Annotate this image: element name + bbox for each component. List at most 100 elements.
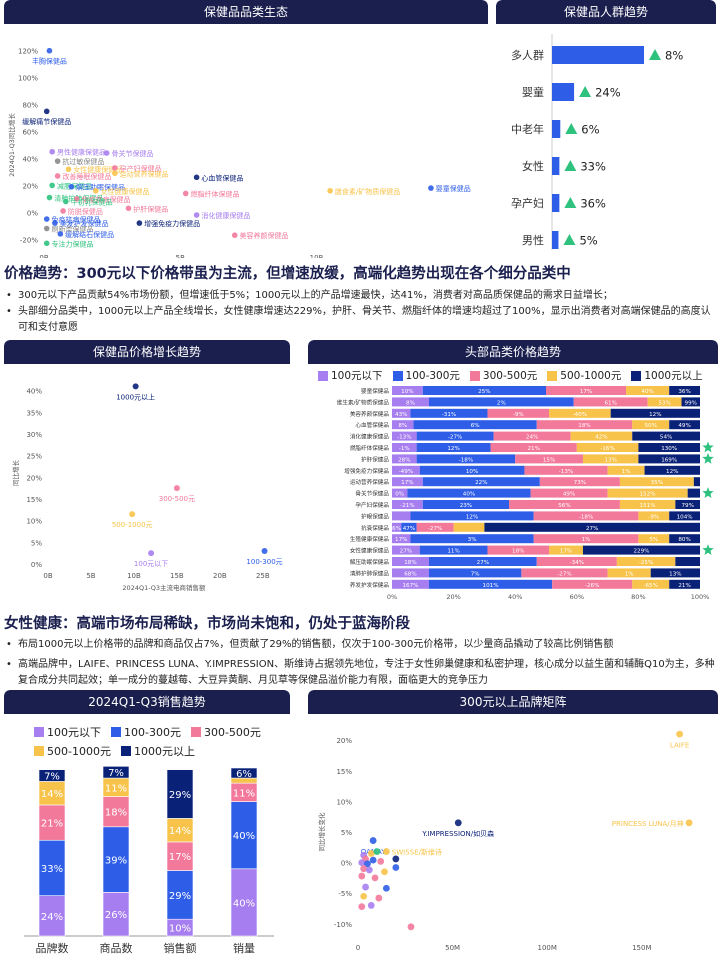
up-arrow-icon bbox=[563, 234, 576, 245]
brand-matrix-title: 300元以上品牌矩阵 bbox=[308, 690, 718, 714]
bar-segment bbox=[638, 454, 700, 464]
bar-segment bbox=[619, 477, 694, 487]
growth-label: 6% bbox=[581, 123, 599, 137]
segment-label: 169% bbox=[661, 457, 677, 463]
category-label: 多人群 bbox=[511, 48, 544, 62]
category-label: 运动营养保健品 bbox=[350, 478, 390, 486]
segment-label: 68% bbox=[404, 571, 416, 577]
bar-segment bbox=[422, 477, 540, 487]
section1-bullets: 300元以下产品贡献54%市场份额，但增速低于5%；1000元以上的产品增速最快… bbox=[4, 288, 716, 336]
x-tick-label: 10B bbox=[310, 254, 324, 258]
y-tick-label: 20% bbox=[22, 182, 38, 190]
bar bbox=[552, 83, 575, 101]
bar-segment bbox=[392, 511, 411, 521]
category-ecology-title: 保健品品类生态 bbox=[4, 0, 488, 24]
y-axis-label: 同比增长变化 bbox=[317, 812, 326, 852]
data-point bbox=[173, 485, 180, 492]
bar-segment bbox=[428, 557, 537, 566]
bar-segment bbox=[536, 420, 633, 430]
category-label: 清肺护肺保健品 bbox=[350, 569, 390, 577]
data-point bbox=[676, 730, 684, 738]
point-label: 增强免疫力保健品 bbox=[144, 219, 200, 228]
category-label: 解压助眠保健品 bbox=[350, 558, 390, 566]
segment-label: -16% bbox=[600, 446, 614, 452]
bar-segment bbox=[493, 431, 571, 441]
bar-segment bbox=[490, 443, 577, 452]
bar-segment bbox=[681, 397, 700, 407]
point-label: 1000元以上 bbox=[116, 392, 155, 401]
legend-item: 100元以下 bbox=[34, 724, 101, 740]
bar-segment bbox=[539, 477, 620, 487]
up-arrow-icon bbox=[565, 123, 578, 134]
segment-label: -31% bbox=[442, 412, 456, 418]
x-tick-label: 15B bbox=[170, 572, 184, 580]
y-tick-label: 120% bbox=[18, 48, 38, 56]
data-point bbox=[43, 216, 50, 222]
x-tick-label: 20% bbox=[446, 593, 460, 601]
segment-label: 1% bbox=[582, 537, 591, 543]
point-label: 消化健康保健品 bbox=[201, 211, 250, 220]
bar-segment bbox=[102, 796, 130, 828]
data-point bbox=[454, 819, 462, 827]
point-label: LAIFE bbox=[670, 742, 689, 750]
segment-label: -34% bbox=[570, 560, 584, 566]
bar-segment bbox=[626, 386, 670, 395]
y-tick-label: 5% bbox=[341, 829, 352, 837]
point-label: 抗过敏保健品 bbox=[62, 157, 104, 166]
segment-label: 17% bbox=[169, 852, 191, 863]
category-label: 增强免疫力保健品 bbox=[344, 467, 389, 475]
bar-segment bbox=[416, 431, 494, 441]
y-tick-label: 20% bbox=[26, 474, 42, 482]
point-label: SWISSE/斯维诗 bbox=[392, 848, 442, 857]
bar-segment bbox=[392, 465, 420, 475]
point-label: 解压助眠保健品 bbox=[76, 183, 125, 192]
point-label: 美容养颜保健品 bbox=[240, 231, 289, 240]
segment-label: 17% bbox=[560, 549, 572, 555]
bar bbox=[552, 157, 560, 175]
bar-segment bbox=[549, 545, 583, 555]
bar bbox=[552, 46, 644, 64]
x-tick-label: 0 bbox=[356, 944, 360, 952]
point-label: 膳食素/矿物质保健品 bbox=[335, 187, 400, 196]
bar-segment bbox=[533, 534, 639, 544]
legend-item: 500-1000元 bbox=[547, 368, 621, 383]
bar-segment bbox=[230, 801, 258, 870]
data-point bbox=[57, 231, 64, 237]
legend-item: 100-300元 bbox=[111, 724, 181, 740]
segment-label: 80% bbox=[678, 537, 690, 543]
y-axis-label: 同比增长 bbox=[11, 460, 20, 487]
bar-segment bbox=[392, 500, 423, 509]
data-point bbox=[129, 511, 136, 518]
data-point bbox=[392, 864, 400, 871]
segment-label: 130% bbox=[661, 446, 677, 452]
sales-trend-legend: 100元以下 100-300元 300-500元 500-1000元 1000元… bbox=[34, 724, 274, 759]
bar-segment bbox=[392, 568, 429, 578]
data-point bbox=[392, 855, 400, 863]
bar-segment bbox=[607, 568, 651, 578]
data-point bbox=[54, 173, 61, 179]
bar-segment bbox=[669, 420, 700, 430]
segment-label: 152% bbox=[640, 492, 656, 498]
segment-label: 104% bbox=[677, 514, 693, 520]
y-tick-label: 0% bbox=[27, 209, 38, 217]
segment-label: 167% bbox=[402, 583, 418, 589]
bar-segment bbox=[392, 443, 417, 452]
segment-label: 47% bbox=[403, 526, 415, 532]
segment-label: 79% bbox=[681, 503, 693, 509]
category-label: 骨关节保健品 bbox=[355, 490, 389, 498]
point-label: 缓解痛节保健品 bbox=[22, 117, 71, 126]
bar-segment bbox=[38, 804, 66, 841]
segment-label: 29% bbox=[169, 891, 191, 902]
category-label: 销量 bbox=[233, 941, 255, 955]
y-tick-label: 35% bbox=[26, 409, 42, 417]
y-tick-label: 0% bbox=[31, 561, 42, 569]
segment-label: 18% bbox=[512, 549, 524, 555]
segment-label: 3% bbox=[468, 537, 477, 543]
data-point bbox=[193, 174, 200, 181]
data-point bbox=[367, 850, 375, 857]
segment-label: -27% bbox=[428, 526, 442, 532]
legend-item: 500-1000元 bbox=[34, 743, 111, 759]
bar-segment bbox=[428, 568, 522, 578]
category-ecology-chart: -20% 0% 20% 40% 60% 80% 100% 120% 0B 5B 10B 2024Q1-… bbox=[7, 48, 471, 258]
bar-segment bbox=[102, 826, 130, 893]
